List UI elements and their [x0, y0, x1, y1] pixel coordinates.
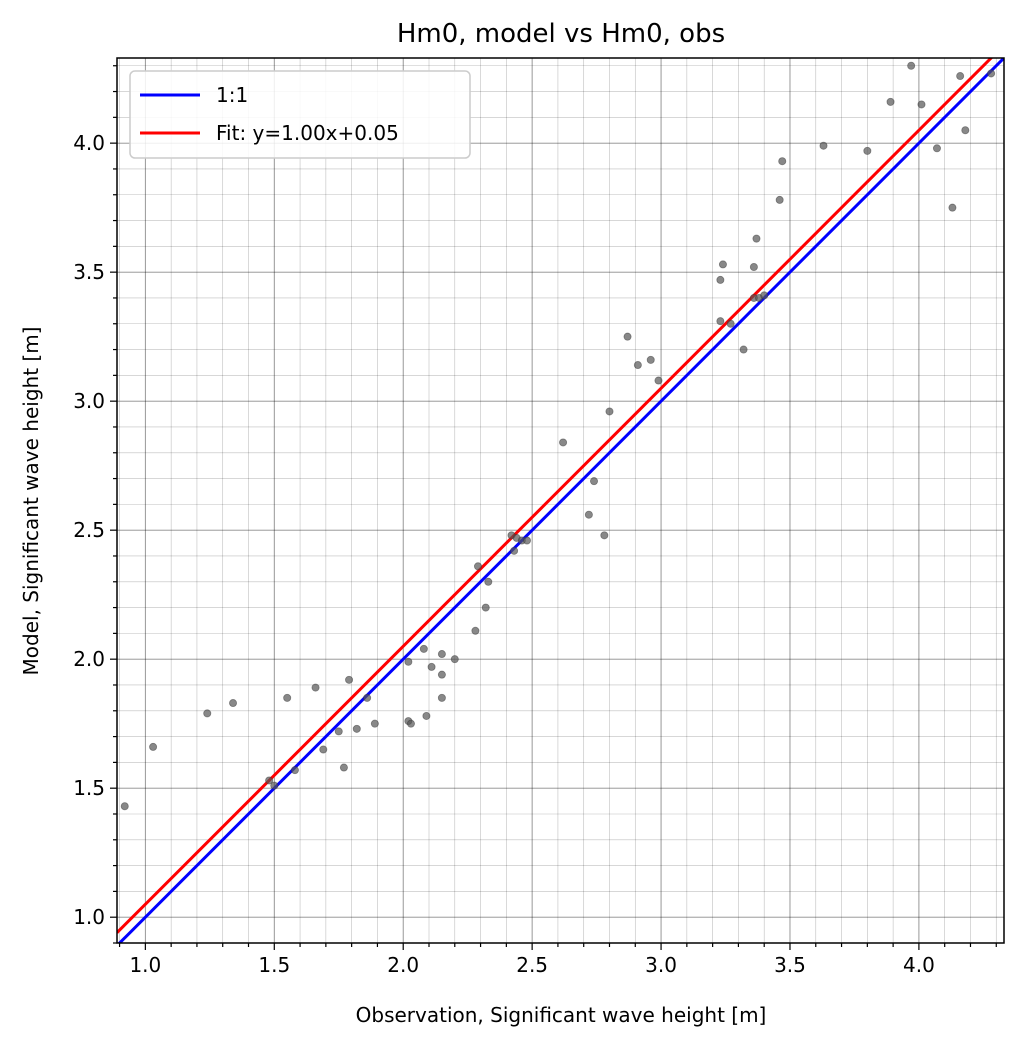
scatter-point [775, 195, 784, 204]
scatter-point [334, 727, 343, 736]
x-axis-label: Observation, Significant wave height [m] [356, 1003, 767, 1027]
scatter-point [633, 361, 642, 370]
axis-ticks: 1.0 1.5 2.0 2.5 3.0 3.5 4.0 1.0 1.5 2.0 2.5 3.0 3.5 4… [73, 65, 997, 977]
scatter-point [718, 260, 727, 269]
reference-lines [117, 58, 1004, 943]
x-tick-label: 4.0 [903, 953, 935, 977]
scatter-point [437, 693, 446, 702]
scatter-point [559, 438, 568, 447]
x-tick-label: 2.0 [387, 953, 419, 977]
scatter-points [120, 61, 996, 811]
scatter-point [484, 577, 493, 586]
scatter-point [623, 332, 632, 341]
scatter-point [716, 275, 725, 284]
x-tick-label: 2.5 [516, 953, 548, 977]
scatter-point [149, 742, 158, 751]
scatter-point [778, 157, 787, 166]
scatter-point [437, 670, 446, 679]
scatter-point [481, 603, 490, 612]
y-tick-label: 3.0 [73, 389, 105, 413]
scatter-point [886, 97, 895, 106]
scatter-point [345, 675, 354, 684]
legend-label-1to1: 1:1 [216, 83, 248, 107]
scatter-point [265, 776, 274, 785]
scatter-point [961, 126, 970, 135]
scatter-point [863, 146, 872, 155]
scatter-point [419, 644, 428, 653]
scatter-point [726, 319, 735, 328]
scatter-point [229, 699, 238, 708]
scatter-point [819, 141, 828, 150]
y-tick-label: 1.0 [73, 905, 105, 929]
scatter-point [987, 69, 996, 78]
scatter-point [311, 683, 320, 692]
y-tick-label: 3.5 [73, 260, 105, 284]
scatter-point [749, 262, 758, 271]
plot-frame [116, 57, 1005, 944]
scatter-point [752, 234, 761, 243]
scatter-point [437, 650, 446, 659]
legend: 1:1 Fit: y=1.00x+0.05 [129, 70, 471, 159]
scatter-point [422, 711, 431, 720]
scatter-point [605, 407, 614, 416]
chart-title: Hm0, model vs Hm0, obs [397, 19, 725, 49]
scatter-point [270, 781, 279, 790]
y-tick-label: 4.0 [73, 131, 105, 155]
scatter-point [404, 657, 413, 666]
y-axis-label: Model, Significant wave height [m] [19, 327, 43, 676]
x-tick-label: 1.5 [258, 953, 290, 977]
scatter-point [510, 546, 519, 555]
scatter-point [290, 766, 299, 775]
scatter-point [948, 203, 957, 212]
one-to-one-line [117, 58, 1004, 943]
x-tick-label: 3.5 [774, 953, 806, 977]
scatter-point [473, 562, 482, 571]
scatter-point [203, 709, 212, 718]
scatter-point [956, 72, 965, 81]
minor-grid [117, 58, 1004, 944]
scatter-point [760, 291, 769, 300]
legend-box [129, 70, 471, 159]
scatter-point [590, 477, 599, 486]
scatter-point [917, 100, 926, 109]
scatter-point [584, 510, 593, 519]
scatter-point [406, 719, 415, 728]
y-tick-label: 2.5 [73, 518, 105, 542]
scatter-point [522, 536, 531, 545]
fit-line [117, 58, 994, 934]
scatter-point [283, 693, 292, 702]
scatter-point [370, 719, 379, 728]
x-tick-label: 1.0 [129, 953, 161, 977]
legend-label-fit: Fit: y=1.00x+0.05 [216, 121, 399, 145]
scatter-point [716, 317, 725, 326]
scatter-point [450, 655, 459, 664]
major-grid [117, 58, 1004, 943]
scatter-point [739, 345, 748, 354]
scatter-point [352, 724, 361, 733]
scatter-point [646, 355, 655, 364]
scatter-point [427, 662, 436, 671]
scatter-point [654, 376, 663, 385]
y-tick-label: 1.5 [73, 776, 105, 800]
y-tick-label: 2.0 [73, 647, 105, 671]
scatter-point [120, 802, 129, 811]
scatter-point [319, 745, 328, 754]
scatter-point [363, 693, 372, 702]
scatter-point [907, 61, 916, 70]
scatter-point [339, 763, 348, 772]
x-tick-label: 3.0 [645, 953, 677, 977]
scatter-point [600, 531, 609, 540]
scatter-point [471, 626, 480, 635]
scatter-point [932, 144, 941, 153]
